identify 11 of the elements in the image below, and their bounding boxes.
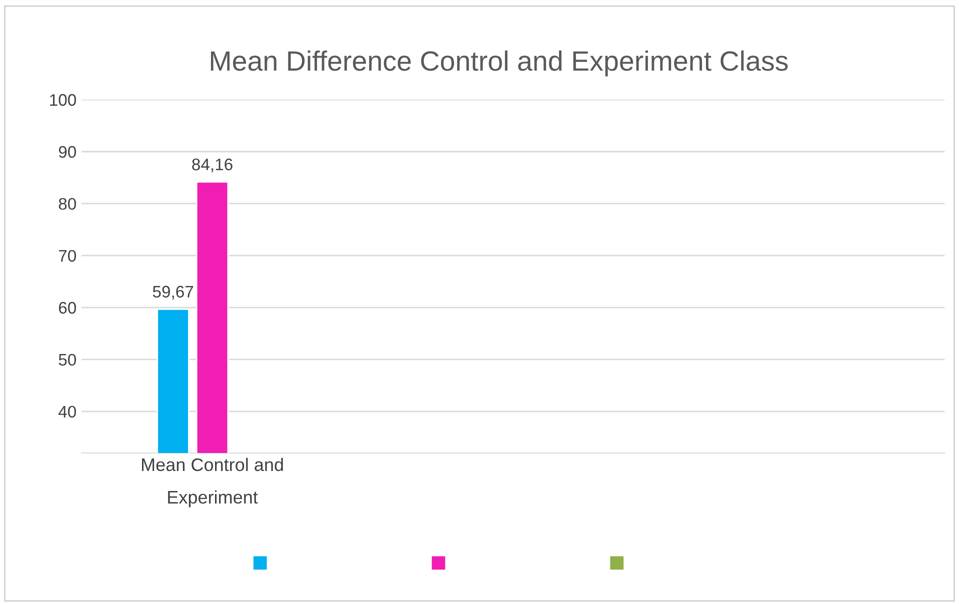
y-tick-label: 40	[58, 406, 76, 418]
x-tick-label: Mean Control and Experiment	[142, 458, 283, 508]
text: Mean Difference Control and Experiment Class	[210, 50, 788, 76]
y-tick-label: 50	[58, 354, 76, 366]
y-tick-label: 80	[58, 198, 76, 210]
y-tick-label: 100	[50, 94, 76, 106]
data-label: 59,67	[152, 286, 194, 300]
y-tick-label: 70	[58, 250, 76, 262]
data-label: 84,16	[192, 158, 232, 172]
y-tick-label: 90	[58, 146, 76, 158]
y-tick-label: 60	[58, 302, 76, 314]
